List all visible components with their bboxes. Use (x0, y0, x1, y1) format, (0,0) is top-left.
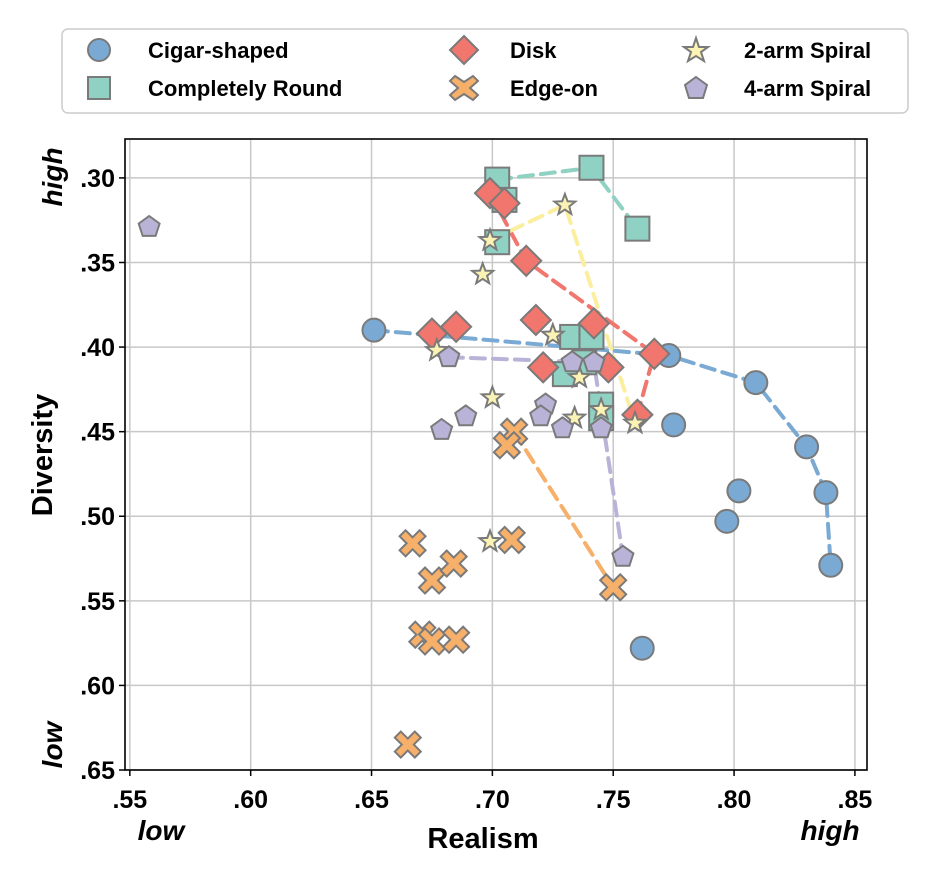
point-2-arm-spiral (621, 409, 649, 435)
point-disk (577, 306, 611, 340)
point-edge-on (393, 730, 423, 760)
legend-item-2-arm-spiral: 2-arm Spiral (680, 34, 871, 64)
point-cigar-shaped (743, 370, 769, 396)
point-2-arm-spiral (476, 527, 504, 553)
legend-label-cigar-shaped: Cigar-shaped (148, 38, 289, 63)
point-disk (488, 186, 521, 220)
point-edge-on (417, 566, 447, 595)
legend-marker-4-arm-spiral (683, 75, 709, 99)
x-tick-label: .60 (233, 786, 268, 814)
trend-line-2-arm-spiral (488, 202, 637, 426)
point-edge-on (497, 525, 527, 555)
y-axis-ticks: .30 .35 .40 .45 .50 .55 .60 .65 (80, 165, 125, 785)
point-2-arm-spiral (423, 336, 450, 362)
point-disk (637, 337, 671, 371)
x-axis-label: Realism (427, 823, 538, 855)
point-2-arm-spiral (479, 383, 506, 410)
point-2-arm-spiral (539, 321, 567, 347)
legend-marker-disk (448, 34, 480, 66)
point-2-arm-spiral (561, 404, 588, 430)
point-4-arm-spiral (560, 350, 584, 373)
point-4-arm-spiral (430, 417, 454, 440)
legend-item-disk: Disk (448, 34, 557, 66)
legend-marker-completely-round (87, 76, 111, 100)
point-completely-round (624, 215, 651, 242)
grid (125, 139, 867, 771)
y-tick-label: .30 (80, 165, 115, 193)
point-4-arm-spiral (550, 416, 575, 439)
y-tick-label: .55 (80, 588, 115, 616)
point-cigar-shaped (794, 434, 820, 460)
point-disk (519, 303, 553, 337)
legend: Cigar-shaped Completely Round Disk Edge-… (61, 28, 909, 114)
x-tick-label: .55 (112, 786, 147, 814)
legend-item-4-arm-spiral: 4-arm Spiral (683, 75, 871, 101)
point-completely-round (578, 154, 605, 181)
x-axis-ticks: .55 .60 .65 .70 .75 .80 .85 (112, 770, 872, 814)
point-cigar-shaped (813, 480, 839, 506)
legend-item-completely-round: Completely Round (87, 76, 342, 101)
legend-marker-cigar-shaped (87, 38, 111, 62)
y-tick-label: .60 (80, 672, 115, 700)
legend-label-edge-on: Edge-on (510, 76, 598, 101)
y-tick-label: .35 (80, 249, 115, 277)
point-cigar-shaped (726, 478, 752, 504)
point-4-arm-spiral (454, 404, 478, 427)
x-tick-label: .85 (838, 786, 873, 814)
legend-marker-edge-on (448, 74, 480, 102)
x-tick-label: .70 (475, 786, 510, 814)
point-edge-on (441, 625, 471, 655)
x-tick-label: .75 (596, 786, 631, 814)
legend-item-cigar-shaped: Cigar-shaped (87, 38, 289, 63)
point-disk (415, 317, 449, 350)
point-2-arm-spiral (566, 363, 593, 389)
point-4-arm-spiral (582, 350, 606, 373)
point-2-arm-spiral (469, 260, 496, 286)
point-disk (526, 350, 560, 384)
trend-line-4-arm-spiral (446, 355, 625, 559)
x-tick-label: .80 (717, 786, 752, 814)
point-4-arm-spiral (437, 344, 461, 368)
y-axis-label: Diversity (27, 394, 59, 517)
x-high-annotation: high (800, 815, 859, 846)
trend-line-disk (488, 191, 657, 417)
point-cigar-shaped (629, 635, 655, 661)
point-2-arm-spiral (476, 226, 504, 252)
point-4-arm-spiral (589, 416, 613, 439)
legend-label-2-arm-spiral: 2-arm Spiral (744, 38, 871, 63)
point-disk (509, 244, 543, 278)
point-disk (439, 310, 473, 344)
point-4-arm-spiral (137, 214, 161, 237)
y-low-annotation: low (37, 719, 68, 768)
x-tick-label: .65 (354, 786, 389, 814)
point-cigar-shaped (818, 552, 844, 578)
point-edge-on (417, 626, 447, 656)
y-tick-label: .40 (80, 334, 115, 362)
point-edge-on (439, 549, 469, 579)
y-tick-label: .65 (80, 757, 115, 785)
y-tick-label: .45 (80, 419, 115, 447)
point-4-arm-spiral (611, 544, 635, 567)
data-points (137, 154, 844, 760)
point-cigar-shaped (714, 508, 740, 534)
point-2-arm-spiral (551, 191, 579, 217)
legend-label-completely-round: Completely Round (148, 76, 342, 101)
trend-line-edge-on (512, 429, 616, 590)
y-tick-label: .50 (80, 503, 115, 531)
point-edge-on (598, 572, 628, 602)
legend-marker-2-arm-spiral (680, 34, 712, 64)
point-2-arm-spiral (587, 395, 615, 421)
point-4-arm-spiral (529, 404, 553, 427)
plot-frame (124, 138, 868, 771)
legend-item-edge-on: Edge-on (448, 74, 598, 102)
x-low-annotation: low (138, 815, 187, 846)
y-high-annotation: high (37, 147, 68, 206)
legend-label-disk: Disk (510, 38, 557, 63)
legend-label-4-arm-spiral: 4-arm Spiral (744, 76, 871, 101)
point-cigar-shaped (361, 317, 387, 343)
point-edge-on (398, 528, 428, 558)
point-cigar-shaped (661, 412, 687, 438)
point-edge-on (492, 430, 522, 460)
